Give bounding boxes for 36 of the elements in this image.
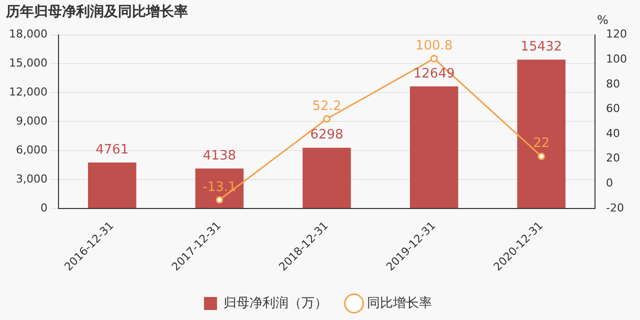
y-tick-label: 15,000 xyxy=(8,56,48,70)
y2-tick-label: 80 xyxy=(606,77,620,90)
data-label: 4761 xyxy=(96,142,129,158)
chart-title: 历年归母净利润及同比增长率 xyxy=(5,3,188,20)
bar xyxy=(195,168,244,208)
y2-tick-label: 120 xyxy=(606,28,628,41)
data-label: 52.2 xyxy=(312,98,342,114)
bar xyxy=(302,148,351,208)
y-tick-label: 18,000 xyxy=(8,28,48,41)
data-label: 4138 xyxy=(202,148,236,164)
y-tick-label: 12,000 xyxy=(8,86,48,99)
y2-axis-title: % xyxy=(597,12,608,27)
point xyxy=(216,196,224,204)
bar xyxy=(410,86,458,208)
data-label: 6298 xyxy=(310,128,344,143)
y2-tick-label: 20 xyxy=(606,152,620,165)
data-label: 22 xyxy=(533,136,550,152)
y2-tick-label: -20 xyxy=(606,201,624,214)
data-label: -13.1 xyxy=(202,180,236,195)
y2-tick-label: 100 xyxy=(606,52,628,66)
y2-tick-label: 60 xyxy=(606,102,620,116)
y-tick-label: 9,000 xyxy=(16,114,48,128)
data-label: 100.8 xyxy=(415,38,453,54)
bar xyxy=(88,162,136,208)
y2-tick-label: 0 xyxy=(606,176,614,190)
y-tick-label: 3,000 xyxy=(16,172,48,186)
y-tick-label: 6,000 xyxy=(16,143,48,156)
data-label: 15432 xyxy=(520,39,562,54)
legend-label: 同比增长率 xyxy=(367,294,432,311)
bar xyxy=(517,60,566,208)
point xyxy=(322,115,330,123)
y-tick-label: 0 xyxy=(40,201,48,214)
point xyxy=(430,54,438,62)
y2-tick-label: 40 xyxy=(606,126,620,140)
point xyxy=(538,152,546,160)
legend-label: 归母净利润（万） xyxy=(224,296,328,311)
